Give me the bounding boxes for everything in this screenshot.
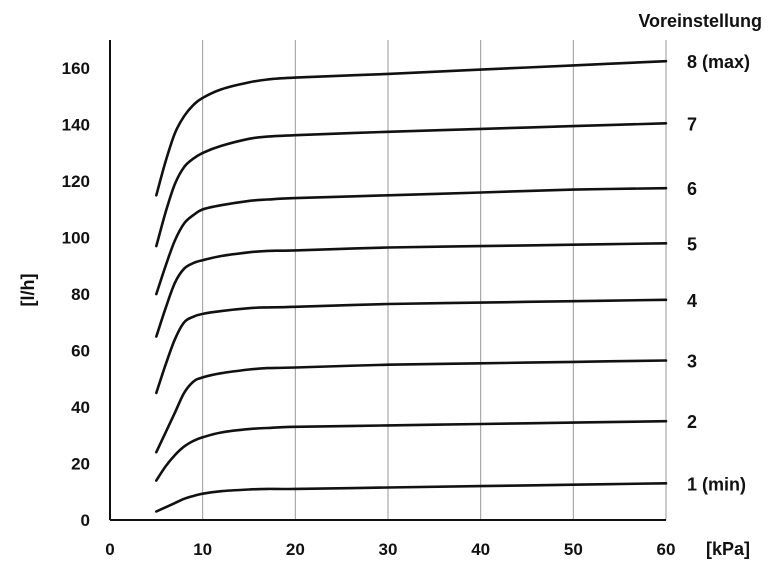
y-tick-labels: 0 20 40 60 80 100 120 140 160 (62, 59, 90, 530)
x-tick-label: 20 (286, 540, 305, 559)
y-tick-label: 20 (71, 455, 90, 474)
y-tick-label: 140 (62, 116, 90, 135)
y-tick-label: 160 (62, 59, 90, 78)
series-label-7: 7 (687, 114, 697, 134)
series-label-6: 6 (687, 179, 697, 199)
series-line-7 (155, 122, 668, 248)
x-axis-label: [kPa] (706, 539, 750, 559)
x-tick-labels: 0 10 20 30 40 50 60 (105, 540, 675, 559)
series-labels: 1 (min) 2 3 4 5 6 7 8 (max) (687, 52, 750, 494)
x-tick-label: 40 (471, 540, 490, 559)
series-line-4 (155, 298, 668, 395)
y-tick-label: 120 (62, 172, 90, 191)
grid-layer (202, 40, 667, 520)
x-tick-label: 0 (105, 540, 114, 559)
y-tick-label: 100 (62, 229, 90, 248)
series-label-3: 3 (687, 351, 697, 371)
series-line-3 (155, 359, 668, 454)
y-tick-label: 40 (71, 398, 90, 417)
x-tick-label: 10 (193, 540, 212, 559)
y-tick-label: 0 (81, 511, 90, 530)
x-tick-label: 30 (379, 540, 398, 559)
series-label-5: 5 (687, 234, 697, 254)
y-tick-label: 80 (71, 285, 90, 304)
x-tick-label: 60 (657, 540, 676, 559)
legend-title: Voreinstellung (638, 11, 762, 31)
series-line-2 (155, 419, 668, 482)
series-label-1: 1 (min) (687, 474, 746, 494)
series-label-2: 2 (687, 412, 697, 432)
y-tick-label: 60 (71, 342, 90, 361)
series-line-8 (155, 59, 668, 197)
series-line-1 (155, 482, 668, 513)
series-label-4: 4 (687, 291, 697, 311)
series-label-8: 8 (max) (687, 52, 750, 72)
series-line-6 (155, 186, 668, 296)
series-line-5 (155, 242, 668, 338)
series-layer (155, 59, 668, 513)
y-axis-label: [l/h] (18, 274, 38, 307)
x-tick-label: 50 (564, 540, 583, 559)
